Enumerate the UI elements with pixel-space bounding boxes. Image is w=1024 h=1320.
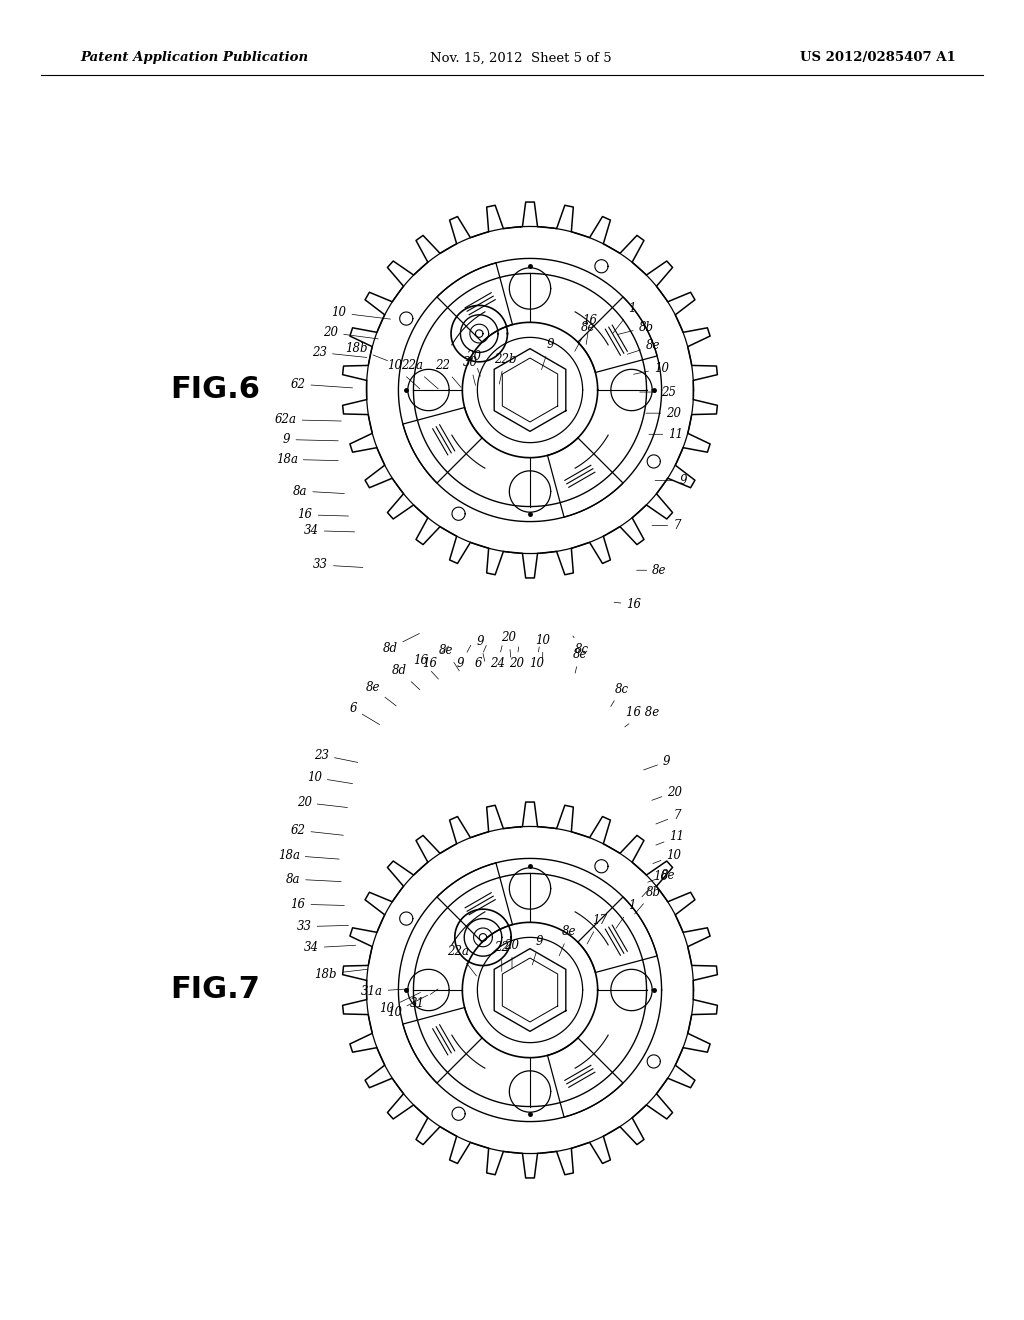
- Text: 25: 25: [640, 385, 676, 399]
- Text: 20: 20: [502, 631, 516, 657]
- Text: 10: 10: [387, 995, 428, 1019]
- Text: 62: 62: [291, 824, 343, 837]
- Text: 8c: 8c: [610, 682, 629, 706]
- Text: 8e: 8e: [648, 869, 675, 882]
- Text: 16: 16: [423, 645, 449, 671]
- Text: 34: 34: [304, 524, 354, 537]
- Text: 23: 23: [314, 748, 357, 763]
- Text: 34: 34: [304, 941, 355, 954]
- Text: 10: 10: [380, 993, 421, 1015]
- Text: Patent Application Publication: Patent Application Publication: [80, 51, 308, 65]
- Text: 10: 10: [529, 647, 544, 671]
- Text: US 2012/0285407 A1: US 2012/0285407 A1: [800, 51, 955, 65]
- Text: 6: 6: [349, 702, 380, 725]
- Text: 8e: 8e: [628, 339, 660, 354]
- Text: 17: 17: [587, 913, 607, 944]
- Text: 8b: 8b: [617, 321, 653, 334]
- Text: FIG.6: FIG.6: [170, 375, 260, 404]
- Text: 8e: 8e: [574, 321, 595, 351]
- Text: 9: 9: [476, 635, 484, 661]
- Text: 62a: 62a: [274, 413, 341, 426]
- Text: 33: 33: [297, 920, 348, 933]
- Text: 20: 20: [466, 350, 480, 376]
- Text: 22a: 22a: [446, 945, 476, 975]
- Text: 20: 20: [509, 647, 523, 671]
- Text: 33: 33: [313, 558, 362, 572]
- Text: 9: 9: [457, 645, 471, 671]
- Text: 8a: 8a: [293, 484, 344, 498]
- Text: 20: 20: [297, 796, 347, 809]
- Text: 11: 11: [656, 830, 684, 845]
- Text: 16: 16: [291, 898, 344, 911]
- Text: 16 8e: 16 8e: [625, 706, 659, 727]
- Text: 24: 24: [490, 645, 505, 671]
- Text: 9: 9: [542, 338, 554, 370]
- Text: 18b: 18b: [314, 968, 368, 981]
- Text: 10: 10: [653, 849, 681, 863]
- Text: 16: 16: [414, 653, 438, 678]
- Text: 18b: 18b: [345, 342, 387, 360]
- Text: 62: 62: [291, 378, 352, 391]
- Text: 22b: 22b: [494, 352, 516, 384]
- Text: 8e: 8e: [439, 644, 460, 671]
- Text: 18a: 18a: [275, 453, 338, 466]
- Text: 1: 1: [613, 302, 636, 333]
- Text: 20: 20: [652, 785, 682, 800]
- Text: 16: 16: [642, 870, 668, 896]
- Text: 10: 10: [536, 634, 550, 659]
- Text: 18a: 18a: [278, 849, 339, 862]
- Text: 6: 6: [474, 645, 486, 671]
- Text: 8d: 8d: [383, 634, 420, 655]
- Text: Nov. 15, 2012  Sheet 5 of 5: Nov. 15, 2012 Sheet 5 of 5: [430, 51, 611, 65]
- Text: 16: 16: [298, 508, 348, 521]
- Text: 1: 1: [616, 899, 636, 928]
- Text: 20: 20: [505, 939, 519, 969]
- Text: 8b: 8b: [635, 886, 660, 913]
- Text: 30: 30: [463, 356, 477, 385]
- Text: 20: 20: [324, 326, 378, 339]
- Text: 10: 10: [307, 771, 352, 784]
- Text: 9: 9: [655, 474, 687, 487]
- Text: 7: 7: [656, 809, 681, 824]
- Text: 10: 10: [387, 359, 420, 389]
- Text: FIG.7: FIG.7: [170, 975, 260, 1005]
- Text: 31: 31: [411, 989, 438, 1010]
- Text: 31a: 31a: [360, 985, 409, 998]
- Text: 9: 9: [283, 433, 338, 446]
- Text: 11: 11: [649, 428, 683, 441]
- Text: 23: 23: [312, 346, 367, 359]
- Text: 10: 10: [332, 306, 390, 319]
- Text: 20: 20: [646, 407, 681, 420]
- Text: 8e: 8e: [366, 681, 396, 706]
- Text: 8e: 8e: [572, 648, 587, 673]
- Text: 9: 9: [532, 935, 544, 965]
- Text: 22a: 22a: [400, 359, 438, 389]
- Text: 7: 7: [652, 519, 681, 532]
- Text: 22: 22: [435, 359, 461, 387]
- Text: 10: 10: [634, 362, 669, 375]
- Text: 8d: 8d: [392, 664, 420, 690]
- Text: 9: 9: [644, 755, 671, 770]
- Text: 8e: 8e: [637, 564, 667, 577]
- Text: 8e: 8e: [559, 925, 577, 956]
- Text: 16: 16: [583, 314, 597, 345]
- Text: 8a: 8a: [286, 873, 341, 886]
- Text: 22: 22: [495, 941, 509, 972]
- Text: 16: 16: [614, 598, 641, 611]
- Text: 8c: 8c: [572, 636, 589, 656]
